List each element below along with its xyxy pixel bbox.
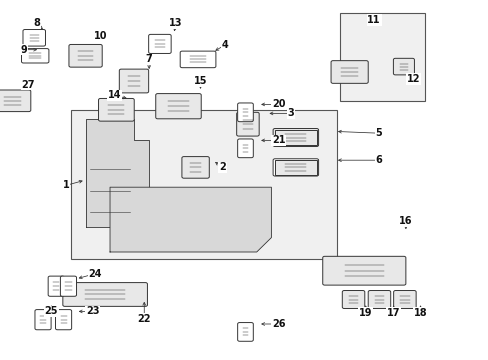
Text: 10: 10 [93,31,107,41]
Text: 21: 21 [271,135,285,145]
Bar [71,110,337,259]
Text: 14: 14 [108,90,122,100]
FancyBboxPatch shape [69,44,102,67]
FancyBboxPatch shape [237,323,253,341]
Text: 19: 19 [358,308,372,318]
Text: 24: 24 [88,269,102,279]
Text: 27: 27 [21,80,35,90]
Text: 11: 11 [366,15,380,25]
Text: 26: 26 [271,319,285,329]
FancyBboxPatch shape [342,291,364,309]
Text: 17: 17 [386,308,400,318]
Bar [274,130,316,145]
Text: 15: 15 [193,76,207,86]
Text: 25: 25 [44,306,58,316]
Text: 16: 16 [398,216,412,226]
Polygon shape [85,119,149,227]
FancyBboxPatch shape [182,157,209,178]
FancyBboxPatch shape [236,112,259,136]
Text: 3: 3 [287,108,294,118]
FancyBboxPatch shape [272,159,318,176]
Bar [339,13,425,101]
Text: 8: 8 [33,18,40,28]
FancyBboxPatch shape [35,310,51,330]
FancyBboxPatch shape [61,276,76,296]
FancyBboxPatch shape [393,291,415,309]
Text: 5: 5 [375,128,382,138]
FancyBboxPatch shape [148,34,171,53]
Text: 7: 7 [145,54,152,64]
FancyBboxPatch shape [21,49,49,63]
FancyBboxPatch shape [330,60,367,83]
FancyBboxPatch shape [155,94,201,119]
Text: 23: 23 [86,306,100,316]
Text: 20: 20 [271,99,285,109]
FancyBboxPatch shape [272,129,318,147]
Text: 4: 4 [221,40,228,50]
FancyBboxPatch shape [367,291,390,309]
FancyBboxPatch shape [180,51,216,68]
FancyBboxPatch shape [392,58,414,75]
FancyBboxPatch shape [0,90,31,112]
FancyBboxPatch shape [23,30,45,46]
FancyBboxPatch shape [322,256,405,285]
Polygon shape [110,187,271,252]
FancyBboxPatch shape [48,276,64,296]
FancyBboxPatch shape [62,283,147,306]
Text: 12: 12 [406,74,419,84]
FancyBboxPatch shape [98,99,134,121]
Text: 18: 18 [413,308,427,318]
Text: 13: 13 [169,18,183,28]
FancyBboxPatch shape [55,310,72,330]
Text: 9: 9 [20,45,27,55]
Text: 22: 22 [137,314,151,324]
FancyBboxPatch shape [237,103,253,122]
Text: 1: 1 [62,180,69,190]
Text: 6: 6 [375,155,382,165]
FancyBboxPatch shape [119,69,148,93]
Bar [274,160,316,175]
FancyBboxPatch shape [237,139,253,158]
Text: 2: 2 [219,162,225,172]
